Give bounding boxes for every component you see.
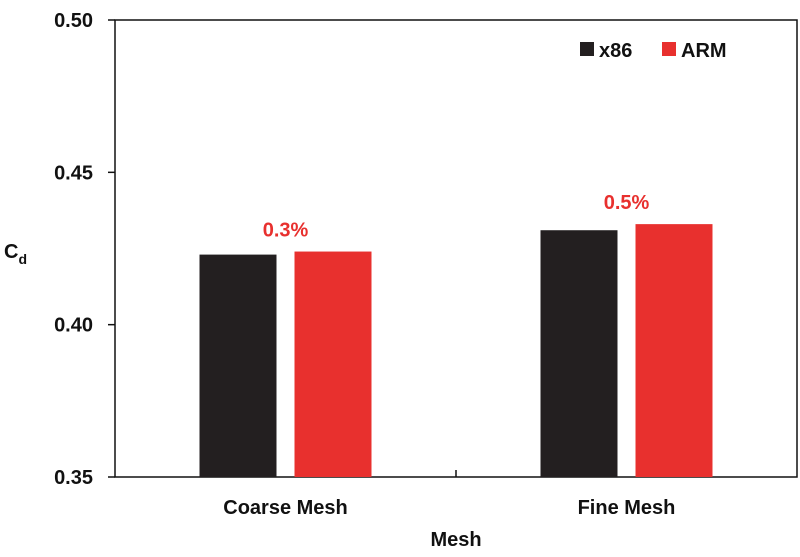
y-tick-label: 0.40: [54, 315, 93, 337]
y-axis-title-sub: d: [18, 251, 27, 267]
legend-swatch-arm: [662, 42, 676, 56]
bar-arm-fine-mesh: [635, 224, 713, 477]
bar-x86-coarse-mesh: [199, 254, 277, 477]
percent-diff-annotation: 0.3%: [263, 220, 309, 242]
y-tick-label: 0.35: [54, 467, 93, 489]
legend-swatch-x86: [580, 42, 594, 56]
y-axis-title-main: C: [4, 241, 18, 263]
x-axis-title: Mesh: [430, 529, 481, 551]
percent-diff-annotation: 0.5%: [604, 192, 650, 214]
x-category-label: Fine Mesh: [578, 497, 676, 519]
y-tick-label: 0.45: [54, 162, 93, 184]
bar-x86-fine-mesh: [540, 230, 618, 477]
legend-label-arm: ARM: [681, 40, 727, 62]
x-category-label: Coarse Mesh: [223, 497, 348, 519]
legend: x86 ARM: [580, 40, 727, 62]
bar-arm-coarse-mesh: [294, 251, 372, 477]
y-axis-title: Cd: [4, 241, 27, 267]
legend-label-x86: x86: [599, 40, 632, 62]
y-tick-label: 0.50: [54, 10, 93, 32]
